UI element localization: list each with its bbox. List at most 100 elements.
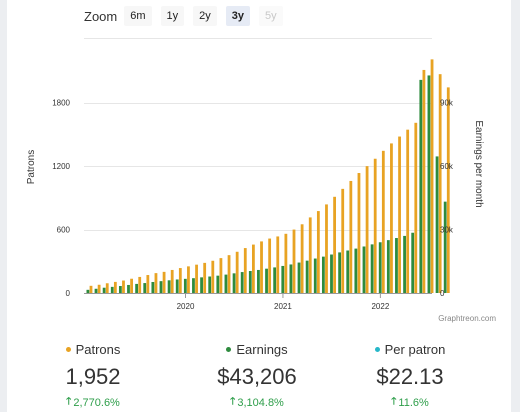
patrons-bar[interactable] bbox=[446, 87, 450, 293]
earnings-bar[interactable] bbox=[313, 258, 317, 293]
earnings-bar[interactable] bbox=[346, 250, 350, 293]
patrons-bar[interactable] bbox=[292, 229, 296, 293]
earnings-bar[interactable] bbox=[127, 284, 130, 293]
patrons-bar[interactable] bbox=[154, 273, 158, 293]
patrons-bar[interactable] bbox=[187, 266, 190, 293]
earnings-bar[interactable] bbox=[102, 287, 106, 293]
patrons-bar[interactable] bbox=[406, 129, 410, 293]
patrons-bar[interactable] bbox=[243, 248, 247, 293]
patrons-bar[interactable] bbox=[316, 211, 320, 293]
patrons-bar[interactable] bbox=[308, 217, 312, 293]
patrons-bar[interactable] bbox=[146, 275, 150, 293]
earnings-bar[interactable] bbox=[135, 283, 139, 293]
patrons-bar[interactable] bbox=[105, 283, 109, 293]
earnings-bar[interactable] bbox=[159, 281, 163, 293]
patrons-bar[interactable] bbox=[219, 258, 223, 293]
patrons-bar[interactable] bbox=[430, 59, 434, 293]
bar-series[interactable] bbox=[86, 59, 450, 294]
earnings-bar[interactable] bbox=[435, 156, 439, 293]
earnings-bar[interactable] bbox=[192, 278, 195, 293]
patrons-bar[interactable] bbox=[341, 188, 345, 293]
patrons-bar[interactable] bbox=[390, 143, 393, 293]
earnings-bar[interactable] bbox=[86, 289, 90, 293]
earnings-bar[interactable] bbox=[216, 275, 220, 293]
patrons-bar[interactable] bbox=[260, 241, 263, 293]
earnings-bar[interactable] bbox=[224, 274, 228, 293]
earnings-bar[interactable] bbox=[175, 279, 179, 293]
patrons-bar[interactable] bbox=[349, 180, 353, 293]
earnings-bar[interactable] bbox=[281, 265, 285, 293]
earnings-bar[interactable] bbox=[297, 262, 301, 293]
earnings-bar[interactable] bbox=[321, 256, 325, 293]
patrons-bar[interactable] bbox=[130, 278, 133, 293]
earnings-bar[interactable] bbox=[370, 244, 374, 293]
patrons-bar[interactable] bbox=[162, 271, 166, 293]
patrons-bar[interactable] bbox=[357, 173, 361, 293]
earnings-bar[interactable] bbox=[151, 282, 155, 293]
patrons-bar[interactable] bbox=[398, 136, 401, 293]
patrons-bar[interactable] bbox=[422, 69, 426, 293]
patrons-bar[interactable] bbox=[235, 251, 239, 293]
earnings-bar[interactable] bbox=[248, 271, 252, 293]
earnings-bar[interactable] bbox=[232, 273, 236, 293]
patrons-bar[interactable] bbox=[373, 158, 377, 293]
earnings-bar[interactable] bbox=[289, 264, 293, 293]
earnings-bar[interactable] bbox=[208, 276, 212, 293]
patrons-bar[interactable] bbox=[195, 264, 198, 293]
patrons-bar[interactable] bbox=[365, 166, 369, 293]
patrons-bar[interactable] bbox=[138, 276, 142, 293]
patrons-bar[interactable] bbox=[333, 196, 336, 293]
patrons-bar[interactable] bbox=[268, 238, 272, 293]
earnings-bar[interactable] bbox=[362, 246, 366, 293]
earnings-bar[interactable] bbox=[411, 232, 415, 293]
x-tick-label: 2020 bbox=[177, 302, 195, 311]
earnings-bar[interactable] bbox=[265, 268, 268, 293]
earnings-bar[interactable] bbox=[419, 79, 423, 293]
patrons-bar[interactable] bbox=[325, 204, 328, 293]
patrons-bar[interactable] bbox=[252, 244, 255, 293]
earnings-bar[interactable] bbox=[240, 272, 244, 293]
graphtreon-credit[interactable]: Graphtreon.com bbox=[438, 314, 496, 323]
zoom-label: Zoom bbox=[84, 8, 118, 24]
patrons-bar[interactable] bbox=[122, 280, 125, 293]
earnings-bar[interactable] bbox=[273, 267, 277, 293]
patrons-bar[interactable] bbox=[414, 122, 418, 293]
zoom-3y-button[interactable]: 3y bbox=[225, 6, 251, 26]
chart-card bbox=[7, 0, 511, 412]
patrons-bar[interactable] bbox=[300, 224, 304, 293]
zoom-6m-button[interactable]: 6m bbox=[124, 6, 152, 26]
earnings-bar[interactable] bbox=[143, 283, 147, 293]
earnings-bar[interactable] bbox=[183, 278, 187, 293]
earnings-bar[interactable] bbox=[257, 269, 260, 293]
earnings-bar[interactable] bbox=[395, 238, 398, 293]
patrons-bar[interactable] bbox=[170, 269, 174, 293]
patrons-bar[interactable] bbox=[89, 285, 93, 293]
zoom-1y-button[interactable]: 1y bbox=[160, 6, 185, 26]
patrons-bar[interactable] bbox=[113, 281, 117, 293]
patrons-bar[interactable] bbox=[97, 284, 101, 293]
earnings-bar[interactable] bbox=[330, 254, 333, 293]
earnings-bar[interactable] bbox=[167, 280, 171, 293]
earnings-bar[interactable] bbox=[443, 201, 447, 293]
zoom-5y-button: 5y bbox=[259, 6, 283, 26]
earnings-bar[interactable] bbox=[403, 235, 406, 293]
earnings-bar[interactable] bbox=[338, 252, 342, 293]
earnings-bar[interactable] bbox=[94, 288, 98, 293]
patrons-bar[interactable] bbox=[284, 233, 288, 293]
earnings-bar[interactable] bbox=[118, 286, 122, 293]
earnings-bar[interactable] bbox=[110, 286, 114, 293]
earnings-bar[interactable] bbox=[386, 240, 390, 293]
earnings-bar[interactable] bbox=[305, 260, 309, 293]
patrons-bar[interactable] bbox=[381, 150, 385, 293]
earnings-bar[interactable] bbox=[378, 242, 382, 293]
earnings-bar[interactable] bbox=[427, 75, 431, 293]
zoom-2y-button[interactable]: 2y bbox=[193, 6, 217, 26]
patrons-bar[interactable] bbox=[276, 236, 280, 293]
patrons-bar[interactable] bbox=[178, 268, 182, 293]
earnings-bar[interactable] bbox=[200, 277, 203, 293]
earnings-bar[interactable] bbox=[354, 248, 358, 293]
patrons-bar[interactable] bbox=[211, 260, 215, 293]
patrons-bar[interactable] bbox=[203, 262, 207, 293]
patrons-bar[interactable] bbox=[227, 255, 231, 293]
patrons-bar[interactable] bbox=[438, 74, 442, 294]
